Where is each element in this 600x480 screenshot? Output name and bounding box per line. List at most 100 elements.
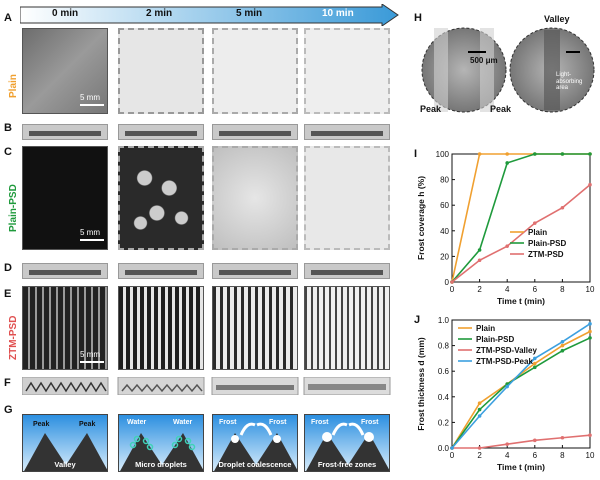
ztm-psd-side-0min	[22, 377, 109, 395]
data-point	[533, 438, 537, 443]
schematic-caption-3: Droplet coalescence	[218, 460, 292, 469]
panel-label-h: H	[414, 12, 422, 24]
plain-side-10min	[304, 124, 390, 140]
timeline-arrow	[20, 4, 399, 26]
data-point	[477, 248, 482, 252]
time-label-10: 10 min	[322, 8, 354, 19]
ztm-psd-tile-5min	[212, 286, 298, 370]
ztm-psd-tile-2min	[118, 286, 204, 370]
h-micrograph-right	[509, 27, 595, 113]
x-axis-label: Time t (min)	[497, 296, 545, 306]
series-line-1	[451, 153, 590, 283]
legend-label: ZTM-PSD	[528, 250, 564, 259]
data-point	[505, 244, 509, 248]
scale-label-c: 5 mm	[80, 228, 100, 237]
x-tick-label: 8	[560, 451, 565, 460]
data-point	[560, 339, 565, 344]
schematic-peaks-4	[306, 422, 389, 471]
schematic-micro-droplets: Water Water Micro droplets	[118, 414, 204, 472]
y-axis-label: Frost thickness d (mm)	[416, 337, 426, 431]
data-point	[533, 356, 537, 361]
schematic-peak-label-right: Peak	[79, 421, 96, 428]
schematic-peaks-3	[214, 422, 297, 471]
schematic-droplet-coalescence: Frost Frost Droplet coalescence	[212, 414, 298, 472]
schematic-caption-1: Valley	[54, 460, 76, 469]
schematic-caption-2: Micro droplets	[135, 460, 187, 469]
plain-psd-tile-5min	[212, 146, 298, 250]
data-point	[533, 361, 537, 366]
data-point	[533, 221, 537, 225]
plot-frame	[451, 319, 591, 449]
data-point	[588, 336, 592, 340]
series-line-0	[451, 330, 591, 449]
scale-label-a: 5 mm	[80, 93, 100, 102]
x-tick-label: 10	[586, 451, 595, 460]
plain-psd-tile-0min	[22, 146, 108, 250]
y-tick-label: 0.2	[438, 418, 450, 427]
schematic-frost-label-right-2: Frost	[361, 419, 379, 426]
schematic-frost-free-zones: Frost Frost Frost-free zones	[304, 414, 390, 472]
data-point	[588, 322, 592, 326]
scale-line-a	[80, 104, 104, 106]
legend-label: Plain	[476, 324, 495, 333]
schematic-frost-label-right: Frost	[269, 419, 287, 426]
data-point	[450, 280, 454, 284]
x-tick-label: 4	[505, 451, 510, 460]
y-tick-label: 0	[445, 278, 450, 287]
plain-side-0min	[22, 124, 108, 140]
schematic-water-label-right: Water	[173, 419, 193, 426]
plain-psd-side-10min	[304, 263, 390, 279]
plain-tile-10min	[304, 28, 390, 114]
plain-tile-2min	[118, 28, 204, 114]
x-tick-label: 6	[533, 451, 538, 460]
panel-label-g: G	[4, 404, 13, 416]
plain-psd-tile-10min	[304, 146, 390, 250]
time-label-2: 2 min	[146, 8, 173, 19]
plain-psd-side-5min	[212, 263, 298, 279]
schematic-valley: Peak Peak Valley	[22, 414, 108, 472]
y-tick-label: 1.0	[438, 316, 450, 325]
h-scale-label: 500 μm	[470, 56, 498, 65]
y-tick-label: 0.4	[438, 393, 450, 402]
panel-label-a: A	[4, 12, 12, 24]
panel-label-c: C	[4, 146, 12, 158]
y-tick-label: 40	[440, 227, 449, 236]
scale-line-e	[80, 361, 104, 363]
y-tick-label: 80	[440, 176, 449, 185]
schematic-frost-label-left-2: Frost	[311, 419, 329, 426]
y-tick-label: 60	[440, 201, 449, 210]
data-point	[477, 414, 482, 418]
data-point	[560, 348, 565, 353]
plot-frame	[451, 153, 591, 283]
legend-label: Plain	[528, 228, 547, 237]
ztm-psd-side-strips	[22, 377, 391, 395]
plain-tile-0min	[22, 28, 108, 114]
panel-label-b: B	[4, 122, 12, 134]
h-micrographs	[421, 27, 595, 113]
row-label-ztm-psd: ZTM-PSD	[8, 315, 19, 360]
legend-label: Plain-PSD	[476, 335, 514, 344]
h-peak-right-label: Peak	[490, 104, 512, 114]
data-point	[505, 152, 509, 156]
chart-j-frost-thickness: 0 2 4 6 8 10 0.0 0.2 0.4 0.6 0.8 1.0 Time t (min) Fro…	[416, 316, 595, 472]
data-point	[560, 435, 565, 440]
plain-tile-5min	[212, 28, 298, 114]
schematic-frost-label-left: Frost	[219, 419, 237, 426]
schematic-caption-4: Frost-free zones	[317, 460, 377, 469]
x-tick-label: 10	[586, 285, 595, 294]
strip-bar	[125, 131, 197, 136]
x-tick-label: 2	[477, 451, 482, 460]
schematic-peak-label-left: Peak	[33, 421, 50, 428]
data-point	[533, 152, 537, 156]
scale-bar-c: 5 mm	[80, 228, 104, 241]
schematic-water-label-left: Water	[127, 419, 147, 426]
time-label-5: 5 min	[236, 8, 263, 19]
panel-label-f: F	[4, 377, 11, 389]
scale-bar-a: 5 mm	[80, 93, 104, 106]
scale-bar-e: 5 mm	[80, 350, 104, 363]
strip-bar	[311, 131, 383, 136]
legend-label: ZTM-PSD-Peak	[476, 357, 533, 366]
time-label-0: 0 min	[52, 8, 79, 19]
x-tick-label: 4	[505, 285, 510, 294]
